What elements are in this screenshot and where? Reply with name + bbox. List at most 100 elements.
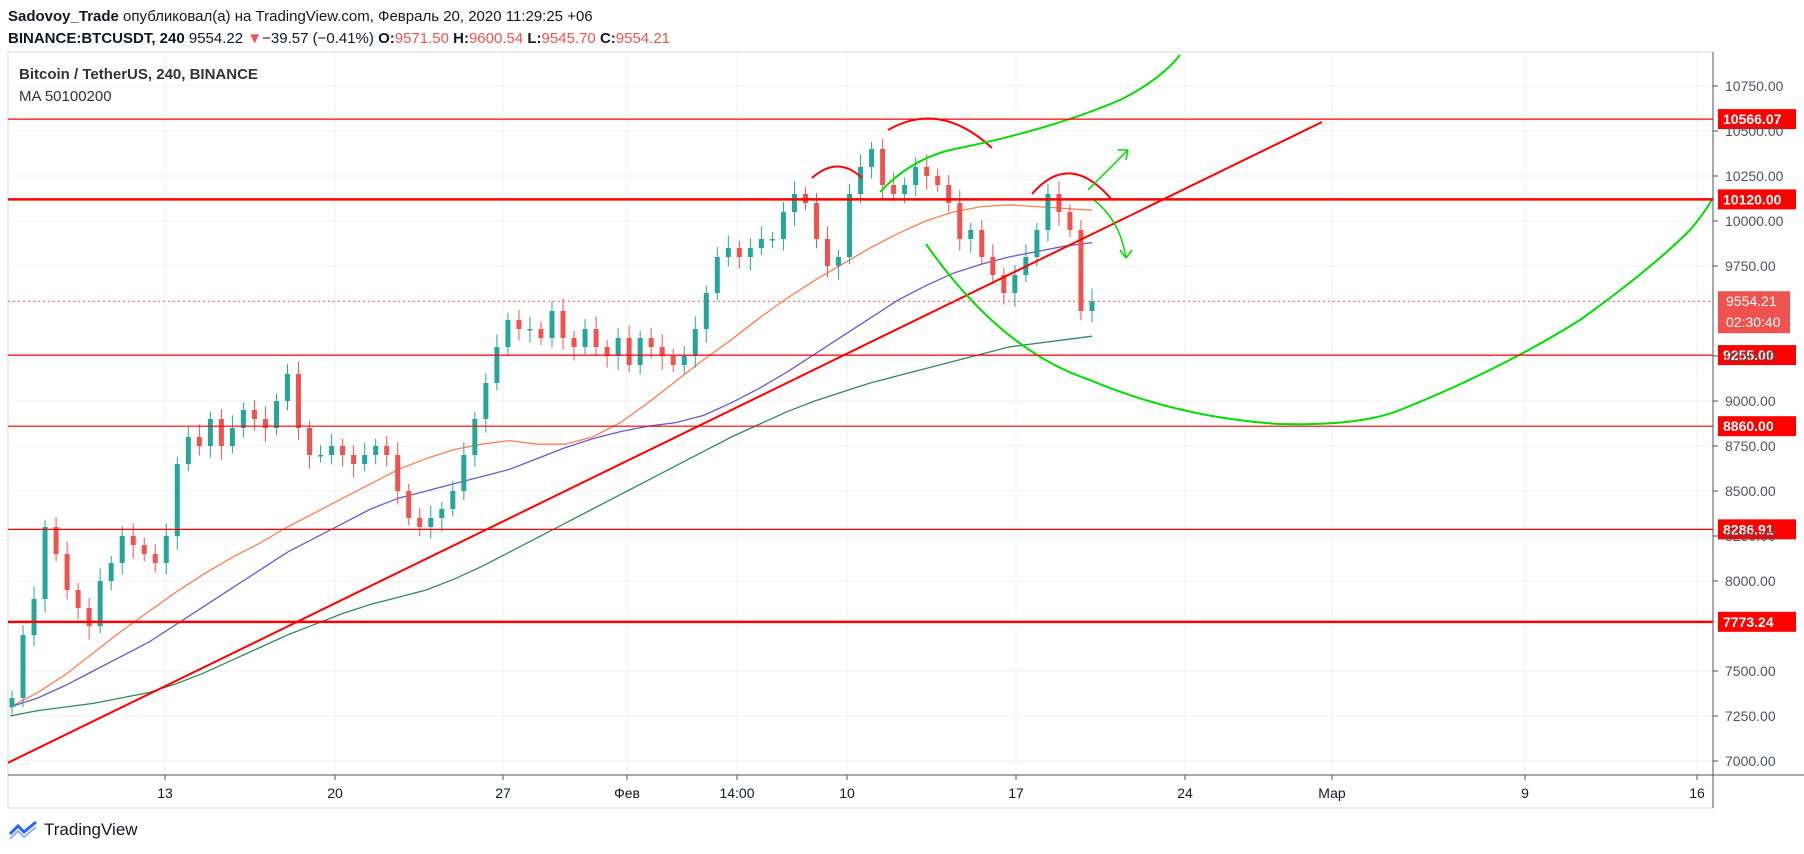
candle-body xyxy=(483,383,489,419)
open-label: O: xyxy=(378,30,395,47)
candle-body xyxy=(758,239,764,248)
y-tick-label: 8500.00 xyxy=(1725,483,1776,499)
level-badge[interactable] xyxy=(1718,519,1796,540)
bar-countdown: 02:30:40 xyxy=(1726,314,1781,330)
ma200-line xyxy=(9,335,1093,717)
price-axis[interactable]: 7000.00 7250.00 7500.00 8000.00 8250.00 8500.… xyxy=(1712,52,1784,808)
high-value: 9600.54 xyxy=(468,30,524,47)
candle-body xyxy=(262,419,268,428)
level-badge[interactable] xyxy=(1718,416,1796,437)
candle-body xyxy=(957,203,963,239)
level-badge[interactable] xyxy=(1718,109,1796,130)
candle-body xyxy=(549,311,555,338)
x-tick-label: 27 xyxy=(495,785,511,801)
moving-averages xyxy=(9,204,1093,717)
current-price-badge[interactable] xyxy=(1718,291,1790,334)
close-value: 9554.21 xyxy=(615,30,671,47)
candle-body xyxy=(780,212,786,239)
candle-body xyxy=(296,374,302,428)
candle-body xyxy=(461,455,467,491)
candle-body xyxy=(935,176,941,185)
level-badge-label: 8286.91 xyxy=(1723,521,1774,537)
candle-body xyxy=(1078,230,1084,311)
level-badge-label: 10120.00 xyxy=(1723,191,1782,207)
candle-body xyxy=(42,527,48,599)
low-value: 9545.70 xyxy=(541,30,596,47)
level-badge[interactable] xyxy=(1718,611,1796,632)
level-badge[interactable] xyxy=(1718,345,1796,366)
up-arrow-icon xyxy=(1087,149,1129,191)
candle-body xyxy=(340,446,346,455)
publish-info: Sadovoy_Trade опубликовал(а) на TradingV… xyxy=(8,6,670,28)
time-axis[interactable]: 13 20 27 Фев 14:00 10 17 24 Мар 9 16 xyxy=(8,774,1804,801)
candle-body xyxy=(207,419,213,446)
candle-body xyxy=(273,401,279,428)
candle-body xyxy=(20,635,26,698)
candle-body xyxy=(196,437,202,446)
y-tick-label: 9750.00 xyxy=(1725,258,1776,274)
y-tick-label: 8000.00 xyxy=(1725,573,1776,589)
candle-body xyxy=(1067,212,1073,230)
x-tick-label: 14:00 xyxy=(719,785,754,801)
candle-body xyxy=(251,410,257,419)
candle-body xyxy=(185,437,191,464)
down-arrow-icon xyxy=(1093,199,1133,259)
candle-body xyxy=(472,419,478,455)
candle-body xyxy=(670,356,676,365)
candle-body xyxy=(229,428,235,446)
candle-body xyxy=(825,239,831,266)
candle-body xyxy=(924,167,930,176)
candle-body xyxy=(725,248,731,257)
last-price: 9554.22 xyxy=(188,30,244,47)
candle-body xyxy=(979,230,985,257)
indicator-legend[interactable]: MA 50100200 xyxy=(19,88,112,105)
candle-body xyxy=(836,257,842,266)
candle-body xyxy=(714,257,720,293)
y-tick-label: 7000.00 xyxy=(1725,753,1776,769)
grid xyxy=(8,52,1713,775)
candle-body xyxy=(1012,275,1018,293)
candle-body xyxy=(428,518,434,527)
candle-body xyxy=(1034,230,1040,257)
chart-header: Sadovoy_Trade опубликовал(а) на TradingV… xyxy=(8,6,670,50)
candle-body xyxy=(285,374,291,401)
tradingview-logo[interactable]: TradingView xyxy=(8,820,138,840)
candle-body xyxy=(75,590,81,608)
candle-body xyxy=(648,338,654,347)
x-tick-label: Мар xyxy=(1318,785,1346,801)
level-badge-label: 8860.00 xyxy=(1723,418,1774,434)
candles xyxy=(9,139,1095,715)
candle-body xyxy=(152,554,158,563)
y-tick-label: 8250.00 xyxy=(1725,528,1776,544)
candle-body xyxy=(395,455,401,491)
y-tick-label: 10500.00 xyxy=(1725,123,1784,139)
y-tick-label: 9250.00 xyxy=(1725,348,1776,364)
down-arrow-icon: ▼ xyxy=(247,30,263,47)
candle-body xyxy=(891,185,897,194)
candle-body xyxy=(1001,275,1007,293)
symbol: BINANCE:BTCUSDT, 240 xyxy=(8,30,185,47)
tradingview-brand: TradingView xyxy=(44,820,138,839)
lower-projection-curve xyxy=(925,197,1714,426)
candle-body xyxy=(659,347,665,356)
candle-body xyxy=(604,347,610,356)
candle-body xyxy=(692,329,698,356)
y-tick-label: 10250.00 xyxy=(1725,168,1784,184)
candle-body xyxy=(560,311,566,338)
candle-body xyxy=(968,230,974,239)
x-tick-label: 10 xyxy=(839,785,855,801)
level-badge-label: 7773.24 xyxy=(1723,614,1774,630)
candle-body xyxy=(791,194,797,212)
candle-body xyxy=(880,149,886,185)
level-badge[interactable] xyxy=(1718,189,1796,210)
candle-body xyxy=(571,338,577,347)
candle-body xyxy=(329,446,335,455)
candle-body xyxy=(174,464,180,536)
ma100-line xyxy=(9,241,1093,708)
candle-body xyxy=(384,446,390,455)
author-name[interactable]: Sadovoy_Trade xyxy=(8,8,119,25)
candle-body xyxy=(593,329,599,347)
candle-body xyxy=(362,455,368,464)
y-tick-label: 8750.00 xyxy=(1725,438,1776,454)
